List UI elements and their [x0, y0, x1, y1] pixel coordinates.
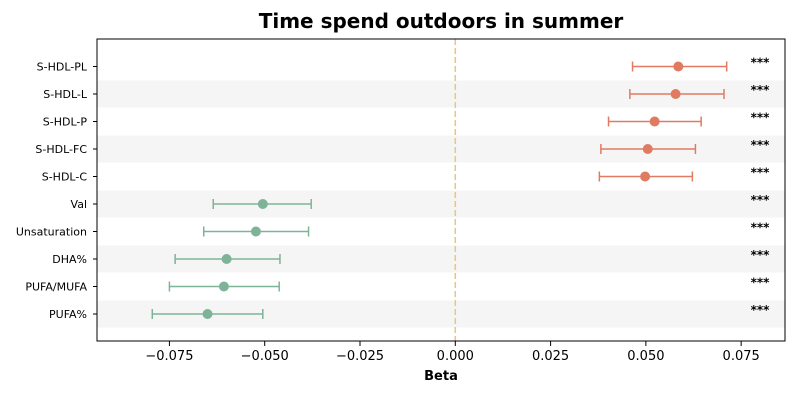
y-tick-labels: S-HDL-PL S-HDL-L S-HDL-P S-HDL-FC S-HDL-C Val…	[16, 61, 97, 321]
x-tick-label: −0.075	[145, 349, 193, 364]
x-tick-label: −0.025	[336, 349, 384, 364]
plot-frame	[96, 38, 786, 342]
significance-label: ***	[751, 221, 771, 235]
y-tick-label: S-HDL-C	[42, 171, 88, 184]
row-stripes	[97, 80, 785, 328]
chart-title: Time spend outdoors in summer	[258, 9, 624, 33]
beta-point	[221, 254, 232, 264]
y-tick-label: S-HDL-L	[43, 88, 88, 101]
beta-point	[640, 171, 651, 182]
y-tick-label: PUFA/MUFA	[25, 281, 87, 294]
y-tick-label: DHA%	[52, 253, 87, 266]
x-axis-label: Beta	[424, 369, 458, 384]
x-tick-label: 0.000	[437, 349, 474, 364]
beta-point	[642, 144, 653, 154]
y-tick-label: PUFA%	[49, 308, 87, 321]
significance-labels: *** *** *** *** *** *** *** *** *** ***	[751, 56, 771, 318]
beta-point	[673, 61, 684, 72]
y-tick-label: S-HDL-FC	[35, 143, 87, 156]
significance-label: ***	[751, 83, 771, 97]
significance-label: ***	[751, 276, 771, 290]
beta-point	[257, 199, 268, 209]
x-tick-label: 0.075	[723, 349, 760, 364]
beta-point	[670, 89, 681, 99]
y-tick-label: Val	[71, 198, 87, 211]
significance-label: ***	[751, 303, 771, 317]
significance-label: ***	[751, 248, 771, 262]
y-tick-label: S-HDL-PL	[37, 61, 88, 74]
significance-label: ***	[751, 166, 771, 180]
beta-points	[202, 61, 684, 319]
row-stripe	[97, 190, 785, 218]
beta-point	[218, 281, 229, 292]
significance-label: ***	[751, 138, 771, 152]
beta-point	[649, 116, 660, 127]
beta-point	[250, 226, 261, 237]
y-tick-label: S-HDL-P	[43, 116, 88, 129]
x-tick-label: −0.050	[241, 349, 289, 364]
beta-point	[202, 309, 213, 319]
significance-label: ***	[751, 56, 771, 70]
x-tick-label: 0.025	[532, 349, 569, 364]
significance-label: ***	[751, 193, 771, 207]
significance-label: ***	[751, 111, 771, 125]
x-tick-label: 0.050	[627, 349, 664, 364]
x-axis: −0.075 −0.050 −0.025 0.000 0.025 0.050 0.075	[145, 341, 760, 364]
y-tick-label: Unsaturation	[16, 226, 87, 239]
